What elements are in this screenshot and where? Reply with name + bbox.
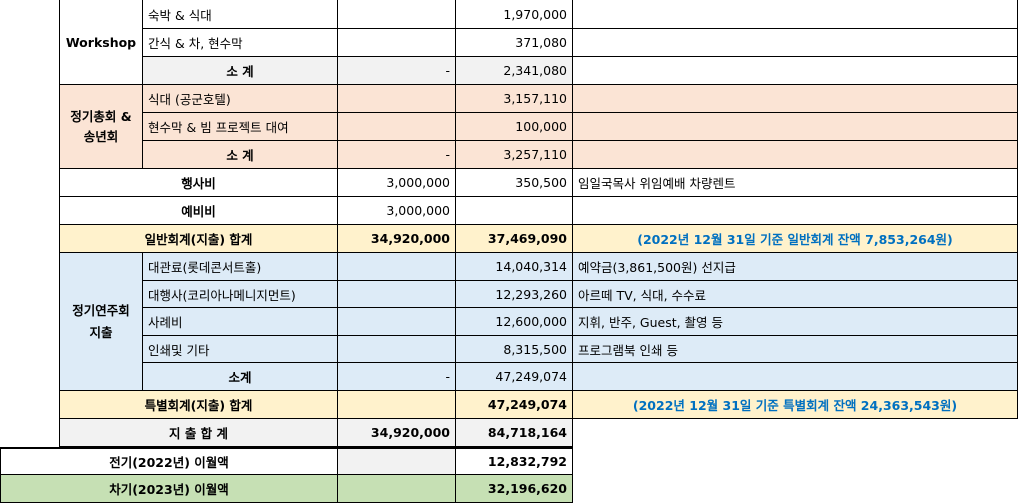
group-label-general-meeting: 정기총회 & 송년회 <box>59 85 143 169</box>
special-total-label: 특별회계(지출) 합계 <box>59 391 338 419</box>
note-cell <box>573 141 1018 169</box>
spent-cell: 84,718,164 <box>456 419 573 447</box>
note-cell <box>573 57 1018 85</box>
event-cost-label: 행사비 <box>59 169 338 197</box>
spent-cell: 12,600,000 <box>456 308 573 336</box>
item-label: 사례비 <box>143 308 338 336</box>
spent-cell: 1,970,000 <box>456 0 573 29</box>
note-cell <box>573 0 1018 29</box>
budget-cell <box>338 475 456 503</box>
spent-cell: 8,315,500 <box>456 336 573 363</box>
spent-cell: 47,249,074 <box>456 391 573 419</box>
note-cell <box>573 29 1018 57</box>
group-label-concert: 정기연주회 지출 <box>59 253 143 391</box>
item-label: 현수막 & 빔 프로젝트 대여 <box>143 113 338 141</box>
subtotal-label: 소 계 <box>143 141 338 169</box>
spent-cell <box>456 197 573 225</box>
budget-cell <box>338 281 456 308</box>
budget-cell <box>338 308 456 336</box>
spent-cell: 3,257,110 <box>456 141 573 169</box>
budget-cell <box>338 336 456 363</box>
note-cell <box>573 363 1018 391</box>
spent-cell: 14,040,314 <box>456 253 573 281</box>
note-cell <box>573 197 1018 225</box>
note-cell <box>573 113 1018 141</box>
special-balance-note: (2022년 12월 31일 기준 특별회계 잔액 24,363,543원) <box>573 391 1018 419</box>
budget-cell <box>338 391 456 419</box>
next-carry-label: 차기(2023년) 이월액 <box>0 475 338 503</box>
note-cell: 예약금(3,861,500원) 선지급 <box>573 253 1018 281</box>
spent-cell: 350,500 <box>456 169 573 197</box>
budget-cell <box>338 447 456 475</box>
spent-cell: 371,080 <box>456 29 573 57</box>
spent-cell: 37,469,090 <box>456 225 573 253</box>
item-label: 대관료(롯데콘서트홀) <box>143 253 338 281</box>
budget-cell <box>338 113 456 141</box>
item-label: 식대 (공군호텔) <box>143 85 338 113</box>
budget-cell <box>338 29 456 57</box>
subtotal-label: 소 계 <box>143 57 338 85</box>
spent-cell: 12,832,792 <box>456 447 573 475</box>
note-cell: 아르떼 TV, 식대, 수수료 <box>573 281 1018 308</box>
item-label: 숙박 & 식대 <box>143 0 338 29</box>
note-cell <box>573 85 1018 113</box>
item-label: 인쇄및 기타 <box>143 336 338 363</box>
budget-cell: 34,920,000 <box>338 419 456 447</box>
budget-cell <box>338 0 456 29</box>
budget-cell: 3,000,000 <box>338 169 456 197</box>
budget-cell <box>338 85 456 113</box>
budget-cell: - <box>338 141 456 169</box>
budget-cell: - <box>338 57 456 85</box>
spent-cell: 3,157,110 <box>456 85 573 113</box>
expense-total-label: 지 출 합 계 <box>59 419 338 447</box>
reserve-label: 예비비 <box>59 197 338 225</box>
general-balance-note: (2022년 12월 31일 기준 일반회계 잔액 7,853,264원) <box>573 225 1018 253</box>
note-cell: 지휘, 반주, Guest, 촬영 등 <box>573 308 1018 336</box>
spent-cell: 32,196,620 <box>456 475 573 503</box>
spent-cell: 47,249,074 <box>456 363 573 391</box>
spent-cell: 12,293,260 <box>456 281 573 308</box>
prev-carry-label: 전기(2022년) 이월액 <box>0 447 338 475</box>
spent-cell: 100,000 <box>456 113 573 141</box>
item-label: 대행사(코리아나메니지먼트) <box>143 281 338 308</box>
budget-cell: - <box>338 363 456 391</box>
subtotal-label: 소계 <box>143 363 338 391</box>
spent-cell: 2,341,080 <box>456 57 573 85</box>
budget-cell: 34,920,000 <box>338 225 456 253</box>
note-cell: 임일국목사 위임예배 차량렌트 <box>573 169 1018 197</box>
group-label-workshop: Workshop <box>59 0 143 85</box>
note-cell: 프로그램북 인쇄 등 <box>573 336 1018 363</box>
budget-cell: 3,000,000 <box>338 197 456 225</box>
general-total-label: 일반회계(지출) 합계 <box>59 225 338 253</box>
item-label: 간식 & 차, 현수막 <box>143 29 338 57</box>
budget-cell <box>338 253 456 281</box>
